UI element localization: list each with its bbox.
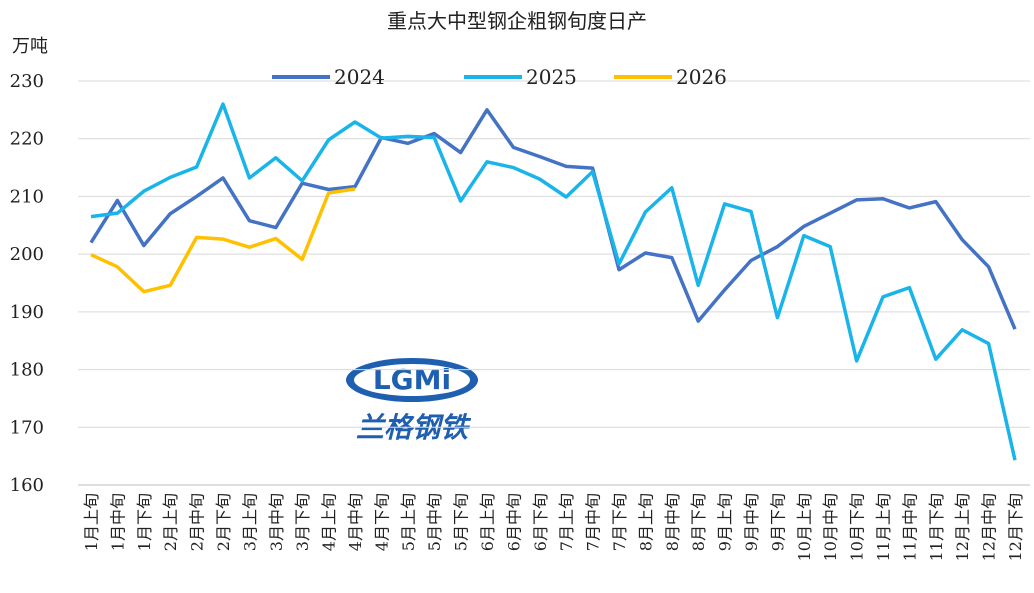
x-tick-label: 9月上旬 [716,493,735,551]
x-tick-label: 6月上旬 [478,493,497,551]
x-tick-label: 12月中旬 [980,493,999,561]
x-tick-label: 2月上旬 [161,493,180,551]
x-tick-label: 1月下旬 [135,493,154,551]
x-tick-label: 8月中旬 [663,493,682,551]
x-tick-label: 10月上旬 [795,493,814,561]
series-line [89,108,1017,330]
y-tick-label: 200 [10,244,44,265]
x-tick-label: 1月上旬 [82,493,101,551]
x-tick-label: 2月下旬 [214,493,233,551]
x-tick-label: 6月中旬 [504,493,523,551]
y-tick-label: 220 [10,129,44,150]
x-tick-label: 2月中旬 [188,493,207,551]
watermark: LGMi 兰格钢铁 [346,358,478,444]
y-tick-label: 190 [10,302,44,323]
legend-label: 2026 [676,65,727,89]
x-tick-label: 3月上旬 [240,493,259,551]
x-tick-label: 5月下旬 [452,493,471,551]
chart-title: 重点大中型钢企粗钢旬度日产 [387,9,647,33]
x-tick-label: 1月中旬 [108,493,127,551]
y-tick-label: 180 [10,360,44,381]
y-tick-label: 170 [10,417,44,438]
x-tick-label: 7月下旬 [610,493,629,551]
x-tick-label: 7月上旬 [557,493,576,551]
logo-inner [354,364,470,396]
x-tick-label: 5月上旬 [399,493,418,551]
x-tick-label: 8月上旬 [636,493,655,551]
x-tick-label: 4月中旬 [346,493,365,551]
y-tick-label: 160 [10,475,44,496]
x-tick-label: 3月下旬 [293,493,312,551]
series-line [90,187,356,294]
x-tick-label: 9月下旬 [768,493,787,551]
legend-label: 2025 [526,65,577,89]
x-tick-label: 7月中旬 [584,493,603,551]
plot-grid [78,80,1030,486]
y-axis-label: 万吨 [12,36,48,57]
x-tick-label: 12月下旬 [1006,493,1025,561]
y-tick-label: 210 [10,186,44,207]
x-tick-label: 8月下旬 [689,493,708,551]
x-tick-label: 11月中旬 [900,493,919,561]
x-tick-label: 11月下旬 [927,493,946,561]
x-tick-label: 5月中旬 [425,493,444,551]
x-tick-label: 6月下旬 [531,493,550,551]
legend-label: 2024 [334,65,385,89]
x-tick-label: 11月上旬 [874,493,893,561]
y-tick-label: 230 [10,71,44,92]
x-tick-label: 12月上旬 [953,493,972,561]
x-tick-label: 10月下旬 [848,493,867,561]
logo-text: LGMi [373,363,451,396]
x-tick-label: 9月中旬 [742,493,761,551]
x-tick-label: 4月下旬 [372,493,391,551]
x-tick-label: 4月上旬 [320,493,339,551]
x-tick-label: 3月中旬 [267,493,286,551]
series-line [90,102,1017,461]
x-tick-label: 10月中旬 [821,493,840,561]
